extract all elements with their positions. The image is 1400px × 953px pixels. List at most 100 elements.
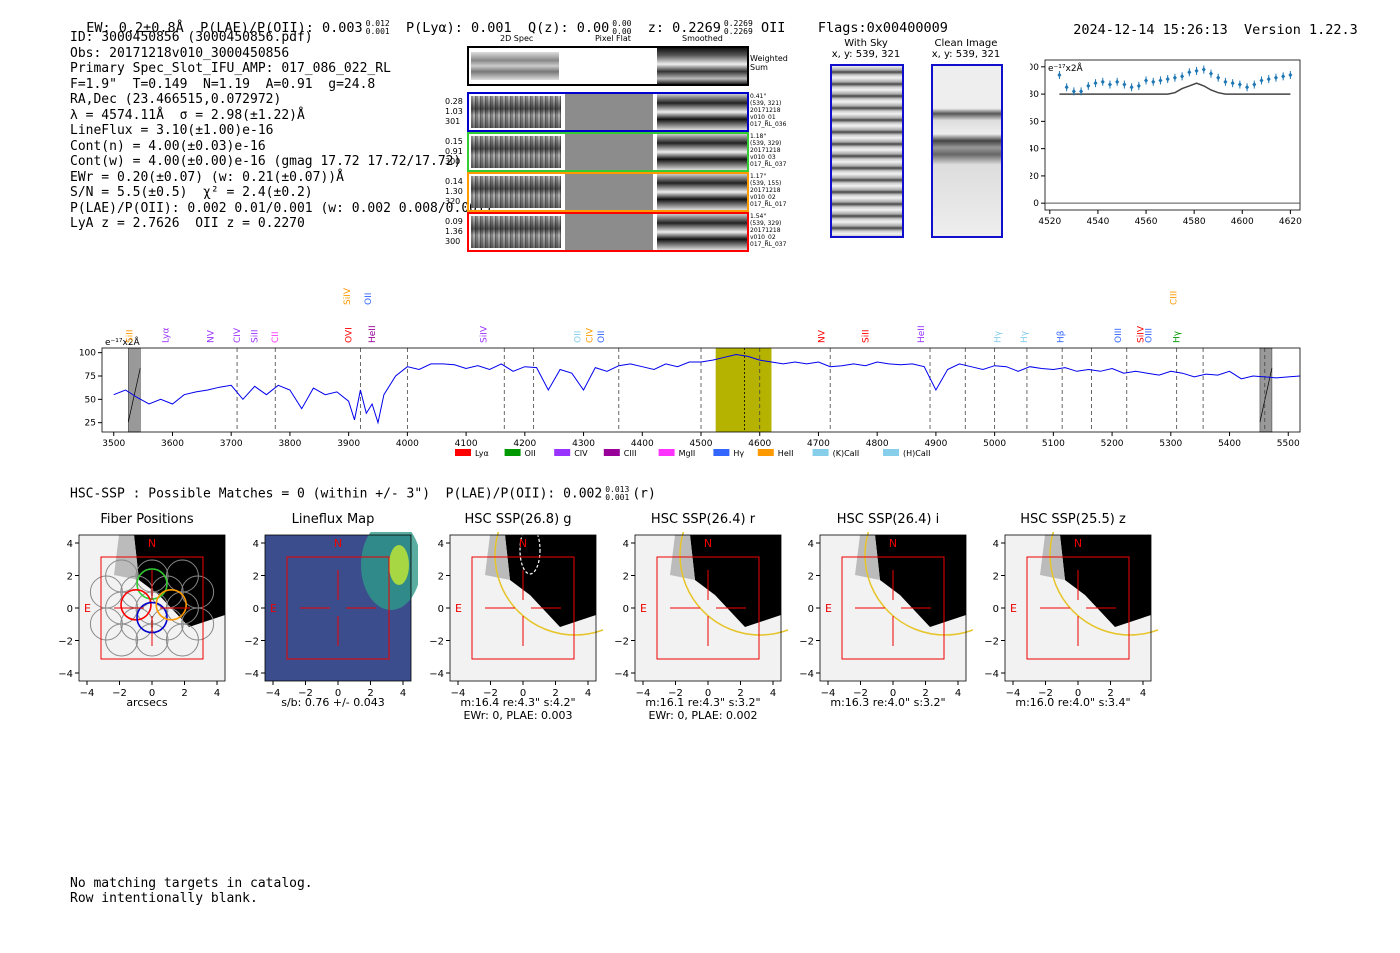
stamp-ytick-label: −4 xyxy=(799,669,814,680)
stamp-xtick-label: 4 xyxy=(400,688,406,699)
spectral-line-label: HeII xyxy=(917,325,927,343)
cutout-meta: 20171218 xyxy=(750,227,781,234)
stamp-ytick-label: 2 xyxy=(438,572,444,583)
with-sky-coords: x, y: 539, 321 xyxy=(831,49,901,60)
stamp-ytick-label: −4 xyxy=(614,669,629,680)
bright-source xyxy=(134,535,225,627)
flags-value: Flags:0x00400009 xyxy=(817,20,948,36)
cutout-right-meta: 1.54" (539, 329) 20171218 v010_02 017_RL_037 xyxy=(750,213,786,248)
stamp-ytick-label: 0 xyxy=(67,604,73,615)
info-line: ID: 3000450856 (3000450856.pdf) xyxy=(70,30,313,45)
stamp-ytick-label: −2 xyxy=(614,637,629,648)
bright-source xyxy=(1060,535,1151,627)
cutout-stat: 1.30 xyxy=(445,187,463,196)
stamp-xtick-label: 2 xyxy=(181,688,187,699)
stamp-ytick-label: 0 xyxy=(808,604,814,615)
stamp-caption: m:16.1 re:4.3" s:3.2" xyxy=(645,696,761,709)
stamp-image: N E −4 −2 0 2 4 4 2 0 −2 −4 xyxy=(984,532,1158,699)
hsc-stamp-3: HSC SSP(26.8) g N E −4 −2 0 2 4 4 2 0 −2 −4 m:16.4 re… xyxy=(423,510,603,722)
galaxy-aperture xyxy=(864,532,973,636)
north-label: N xyxy=(519,537,527,550)
spectral-line-label: CIV xyxy=(233,327,243,343)
search-box xyxy=(1026,556,1130,660)
cutout-meta: 017_RL_037 xyxy=(750,161,787,168)
zoom-xtick-label: 4540 xyxy=(1086,217,1109,227)
legend-swatch xyxy=(455,449,471,456)
masked-region xyxy=(1259,347,1273,433)
cutout-stat: 300 xyxy=(445,157,461,166)
stamp-xtick-label: 4 xyxy=(214,688,220,699)
search-box xyxy=(656,556,760,660)
spectral-line-label: HeII xyxy=(368,325,378,343)
stamp-xtick-label: −2 xyxy=(112,688,127,699)
zoom-data-point xyxy=(1064,84,1069,90)
spectrum-xtick-label: 4300 xyxy=(572,439,595,449)
zoom-data-point xyxy=(1252,82,1257,88)
stamp-title: HSC SSP(25.5) z xyxy=(1020,512,1126,527)
stamp-xtick-label: −4 xyxy=(636,688,651,699)
spectrum-xtick-label: 5300 xyxy=(1159,439,1182,449)
zoom-data-point xyxy=(1223,79,1228,85)
flux-peak xyxy=(389,545,409,585)
cutout-stat: 320 xyxy=(445,197,461,206)
fiber-selected xyxy=(155,589,187,621)
info-line: EWr = 0.20(±0.07) (w: 0.21(±0.07))Å xyxy=(70,169,344,185)
spectrum-ytick-label: 25 xyxy=(85,419,96,429)
bright-source xyxy=(690,535,781,627)
spectrum-xtick-label: 4800 xyxy=(866,439,889,449)
info-line: LyA z = 2.7626 OII z = 0.2270 xyxy=(70,216,305,231)
spectra-cutouts: 2D Spec Pixel Flat Smoothed Weighted Sum… xyxy=(445,32,795,257)
spectral-line-label: OII xyxy=(574,331,584,343)
zoom-ytick-label: 60 xyxy=(1030,117,1039,127)
spectral-line-label: CIII xyxy=(1170,291,1180,305)
cutout-left-stats: 0.28 1.03 301 xyxy=(445,97,463,127)
zoom-data-point xyxy=(1187,69,1192,75)
masked-hatch xyxy=(127,367,141,423)
spectrum-xtick-label: 5500 xyxy=(1277,439,1300,449)
zoom-data-point xyxy=(1144,77,1149,83)
zoom-data-point xyxy=(1158,77,1163,83)
zoom-xtick-label: 4580 xyxy=(1183,217,1206,227)
fiber-selected xyxy=(120,589,152,621)
cutout-smoothed xyxy=(657,214,747,250)
spectrum-xtick-label: 5000 xyxy=(983,439,1006,449)
zoom-data-point xyxy=(1281,73,1286,79)
search-box xyxy=(841,556,945,660)
stamp-xtick-label: 0 xyxy=(335,688,341,699)
zoom-ytick-label: 40 xyxy=(1030,145,1039,155)
spectral-line-label: CIV xyxy=(585,327,595,343)
legend-label: CIII xyxy=(624,449,637,458)
stamp-xtick-label: 4 xyxy=(955,688,961,699)
col-header-pixelflat: Pixel Flat xyxy=(595,34,631,43)
stamp-ytick-label: −2 xyxy=(799,637,814,648)
spectrum-xtick-label: 3600 xyxy=(161,439,184,449)
stamp-ytick-label: 0 xyxy=(993,604,999,615)
zoom-data-point xyxy=(1107,82,1112,88)
bright-source xyxy=(505,535,596,627)
info-line: F=1.9" T=0.149 N=1.19 A=0.91 g=24.8 xyxy=(70,76,376,92)
stamp-ytick-label: 2 xyxy=(808,572,814,583)
cutout-meta: 017_RL_017 xyxy=(750,201,787,208)
stamp-xtick-label: 4 xyxy=(1140,688,1146,699)
zoom-data-point xyxy=(1273,75,1278,81)
stamp-title: HSC SSP(26.4) i xyxy=(836,512,940,527)
clean-image xyxy=(931,64,1003,238)
stamp-xtick-label: −2 xyxy=(298,688,313,699)
stamp-ytick-label: −4 xyxy=(984,669,999,680)
spectral-line-label: Hγ xyxy=(994,330,1004,343)
zoom-ytick-label: 0 xyxy=(1033,199,1039,209)
zoom-data-point xyxy=(1100,79,1105,85)
z-sup: 0.2269 xyxy=(723,19,753,28)
spectrum-unit-label: e⁻¹⁷x2Å xyxy=(105,336,141,348)
qz-sup: 0.00 xyxy=(612,19,632,28)
stamp-ytick-label: −2 xyxy=(244,637,259,648)
zoom-data-point xyxy=(1230,80,1235,86)
spectral-line-label: OIII xyxy=(1144,328,1154,343)
stamp-caption: m:16.4 re:4.3" s:4.2" xyxy=(460,696,576,709)
stamp-xtick-label: −2 xyxy=(1038,688,1053,699)
cutout-stat: 0.28 xyxy=(445,97,463,106)
legend-label: MgII xyxy=(679,449,696,458)
spectral-line-label: OVI xyxy=(345,327,355,343)
stamp-xtick-label: −4 xyxy=(1006,688,1021,699)
cutout-smoothed xyxy=(657,174,747,210)
